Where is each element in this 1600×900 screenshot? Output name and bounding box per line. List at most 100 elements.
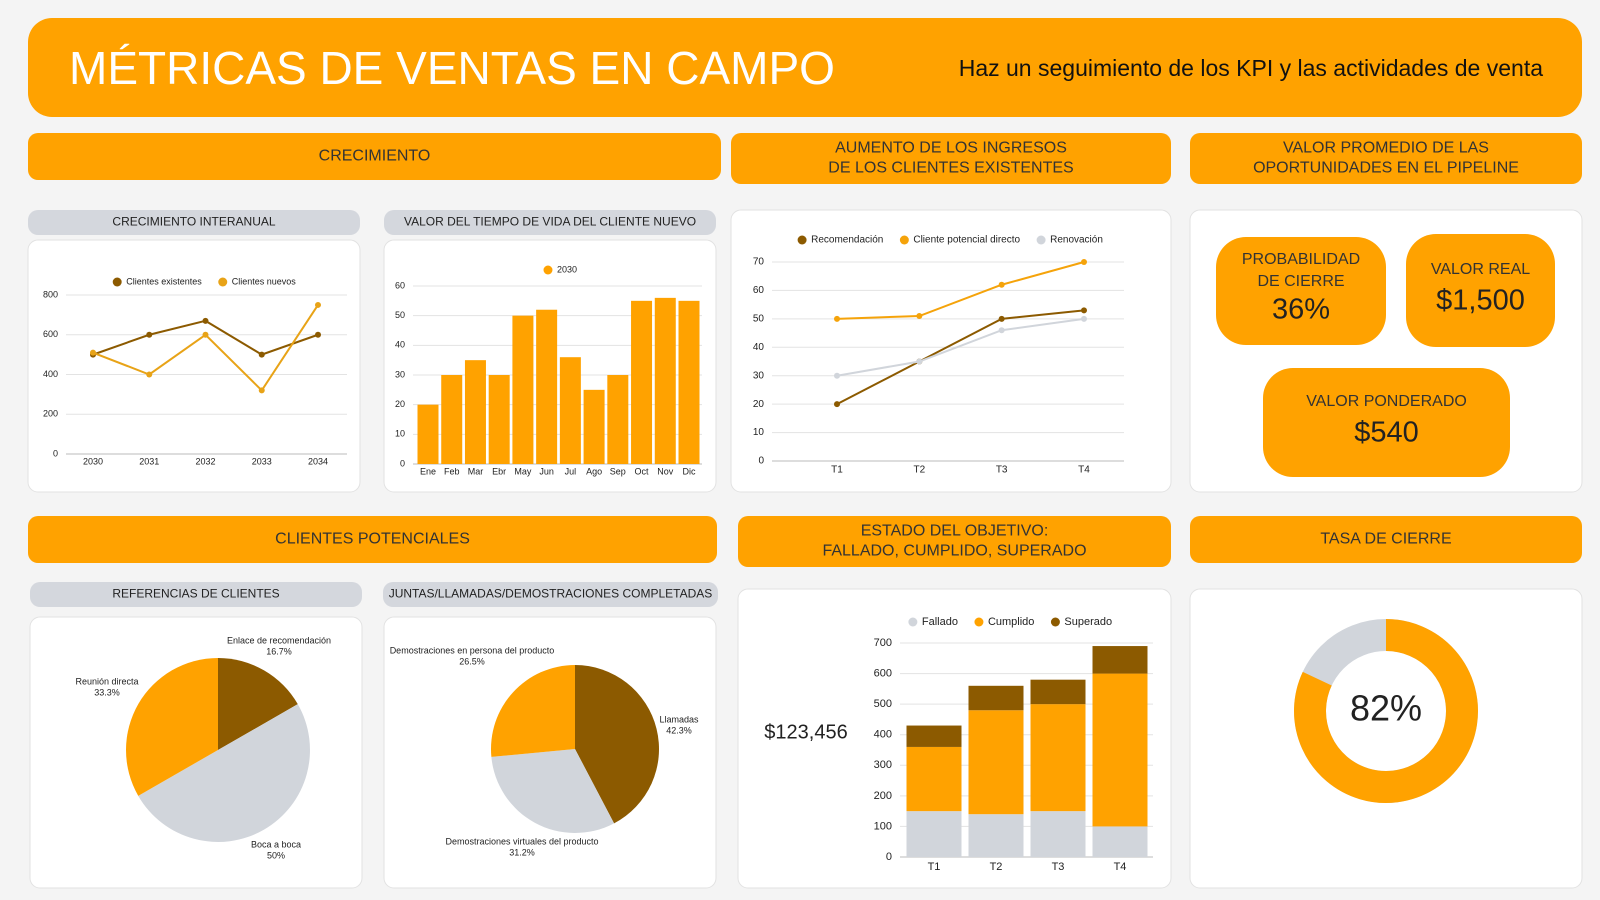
card: [730, 209, 1172, 493]
chart-title: REFERENCIAS DE CLIENTES: [112, 587, 279, 601]
bar: [417, 404, 439, 464]
data-point: [834, 372, 840, 379]
x-tick-label: 2030: [83, 456, 103, 466]
chart-title-pill: [384, 210, 716, 235]
bar: [1030, 704, 1086, 812]
legend: Clientes existentes Clientes nuevos: [112, 276, 296, 287]
legend-label: 2030: [557, 264, 577, 274]
y-tick-label: 70: [753, 257, 765, 268]
card: [27, 239, 361, 493]
chart-title: CRECIMIENTO INTERANUAL: [112, 215, 275, 229]
bar: [1030, 679, 1086, 705]
legend-label: Clientes existentes: [126, 276, 202, 286]
section-header: [28, 516, 717, 563]
bar: [441, 375, 463, 464]
chart-title: VALOR DEL TIEMPO DE VIDA DEL CLIENTE NUE…: [404, 215, 696, 229]
pie-slice: [125, 658, 218, 796]
data-point: [202, 331, 209, 338]
bar: [968, 814, 1024, 857]
x-tick-label: T4: [1078, 465, 1090, 476]
x-tick-label: May: [514, 466, 532, 476]
header-bar: [28, 18, 1582, 117]
x-tick-label: T2: [990, 861, 1003, 873]
y-tick-label: 10: [395, 429, 405, 439]
legend-swatch: [899, 235, 909, 245]
bar: [464, 360, 486, 464]
x-tick-label: T3: [996, 465, 1008, 476]
bar: [559, 357, 581, 464]
section-header: [1190, 516, 1582, 563]
x-tick-label: Ene: [420, 466, 436, 476]
section-header: [1190, 133, 1582, 184]
data-point: [998, 281, 1005, 288]
y-tick-label: 50: [753, 313, 765, 324]
section-title: CRECIMIENTO: [319, 148, 431, 165]
chart-title-pill: [30, 582, 362, 607]
y-tick-label: 40: [753, 342, 765, 353]
bar: [906, 811, 962, 857]
donut-arc: [1294, 619, 1478, 803]
legend: Fallado Cumplido Superado: [908, 616, 1112, 628]
pie-slice: [491, 665, 575, 757]
y-tick-label: 40: [395, 340, 405, 350]
pie-slice: [138, 704, 310, 842]
series-line: [836, 261, 1085, 320]
data-point: [202, 317, 209, 324]
section-title: AUMENTO DE LOS INGRESOS: [835, 140, 1067, 157]
pie-slice: [575, 665, 659, 824]
data-point: [1081, 315, 1087, 322]
x-tick-label: Ago: [586, 466, 602, 476]
legend-swatch: [218, 277, 228, 287]
data-point: [1081, 259, 1087, 265]
x-tick-label: T1: [831, 465, 843, 476]
data-point: [916, 313, 923, 320]
y-tick-label: 0: [758, 456, 764, 467]
bar: [678, 300, 700, 464]
section-title: VALOR PROMEDIO DE LAS: [1283, 140, 1489, 157]
y-tick-label: 500: [874, 698, 892, 710]
y-tick-label: 200: [43, 409, 58, 419]
y-tick-label: 400: [43, 369, 58, 379]
bar: [583, 389, 605, 464]
chart-title-pill: [383, 582, 718, 607]
slice-label: Boca a boca: [251, 839, 301, 849]
series-line: [836, 317, 1085, 377]
x-tick-label: Ebr: [492, 466, 506, 476]
pie-slice: [491, 749, 615, 833]
data-point: [1081, 307, 1087, 314]
data-point: [146, 371, 153, 378]
y-tick-label: 800: [43, 289, 58, 299]
y-tick-label: 20: [753, 399, 765, 410]
data-point: [146, 331, 153, 338]
x-tick-label: Nov: [657, 466, 674, 476]
slice-value: 31.2%: [509, 847, 535, 857]
legend-swatch: [797, 235, 807, 245]
y-tick-label: 0: [53, 448, 58, 458]
x-tick-label: Dic: [683, 466, 696, 476]
x-tick-label: Jun: [539, 466, 554, 476]
kpi-label: DE CIERRE: [1257, 273, 1344, 290]
data-point: [834, 315, 840, 322]
card: [1189, 588, 1583, 889]
slice-value: 33.3%: [94, 687, 120, 697]
kpi-value: $1,500: [1436, 285, 1525, 317]
section-title: ESTADO DEL OBJETIVO:: [861, 523, 1049, 540]
section-title: TASA DE CIERRE: [1320, 531, 1451, 548]
x-tick-label: Sep: [610, 466, 626, 476]
x-tick-label: Feb: [444, 466, 460, 476]
y-tick-label: 30: [753, 370, 765, 381]
slice-value: 26.5%: [459, 656, 485, 666]
data-point: [258, 351, 265, 358]
data-point: [90, 349, 96, 356]
series-line: [836, 309, 1085, 406]
data-point: [998, 315, 1005, 322]
x-tick-label: 2032: [195, 456, 215, 466]
legend-swatch: [1050, 617, 1060, 627]
legend: 2030: [543, 264, 577, 275]
x-tick-label: 2033: [252, 456, 272, 466]
legend-label: Renovación: [1050, 235, 1103, 246]
legend: Recomendación Cliente potencial directo Re…: [797, 235, 1103, 246]
bar: [631, 300, 653, 464]
